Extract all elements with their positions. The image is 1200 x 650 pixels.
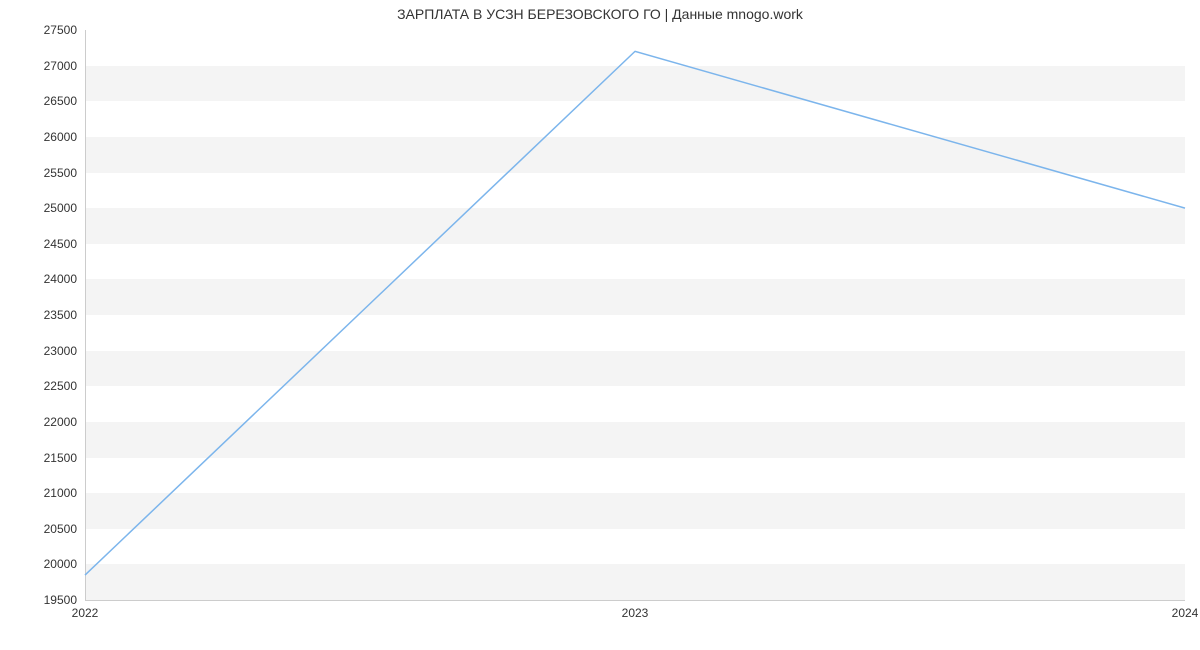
x-tick-label: 2024 [1172,606,1199,620]
y-tick-label: 19500 [44,593,77,607]
y-tick-label: 22000 [44,415,77,429]
salary-line-chart: ЗАРПЛАТА В УСЗН БЕРЕЗОВСКОГО ГО | Данные… [0,0,1200,650]
y-tick-label: 24500 [44,237,77,251]
y-tick-label: 27500 [44,23,77,37]
y-tick-label: 26000 [44,130,77,144]
y-tick-label: 25000 [44,201,77,215]
y-tick-label: 21500 [44,451,77,465]
plot-area: 1950020000205002100021500220002250023000… [85,30,1185,600]
y-tick-label: 20500 [44,522,77,536]
series-salary [85,51,1185,575]
chart-title: ЗАРПЛАТА В УСЗН БЕРЕЗОВСКОГО ГО | Данные… [0,6,1200,22]
x-tick-label: 2023 [622,606,649,620]
y-tick-label: 24000 [44,272,77,286]
series-layer [85,30,1185,600]
y-tick-label: 25500 [44,166,77,180]
y-tick-label: 23500 [44,308,77,322]
y-tick-label: 20000 [44,557,77,571]
x-tick-label: 2022 [72,606,99,620]
y-tick-label: 22500 [44,379,77,393]
x-axis-line [85,600,1185,601]
y-tick-label: 23000 [44,344,77,358]
y-tick-label: 26500 [44,94,77,108]
y-tick-label: 27000 [44,59,77,73]
y-tick-label: 21000 [44,486,77,500]
